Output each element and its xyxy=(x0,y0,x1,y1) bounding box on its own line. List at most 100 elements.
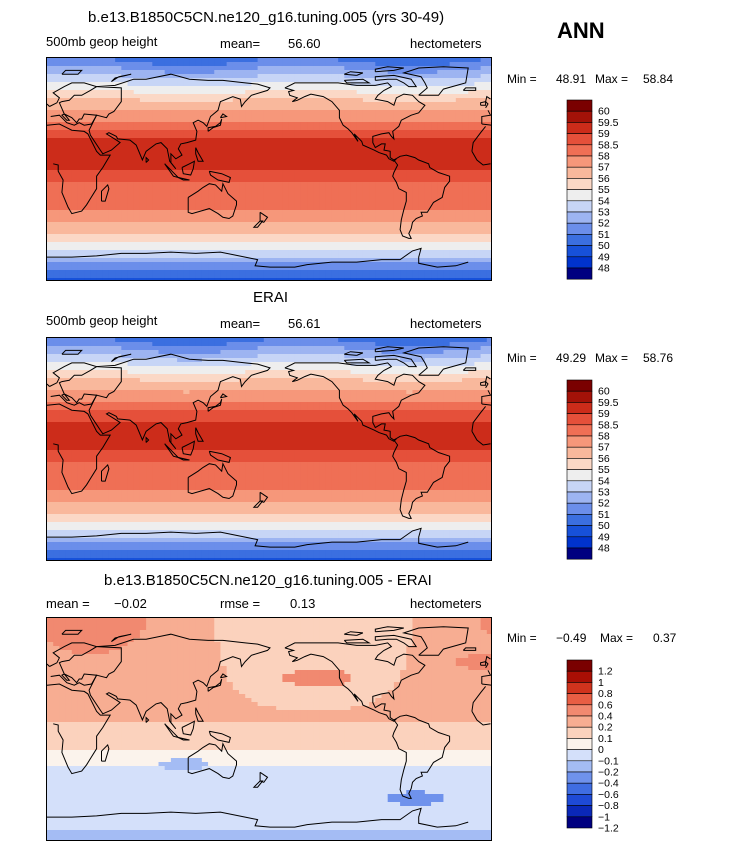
panel1-field-cell xyxy=(276,214,283,219)
panel1-field-cell xyxy=(183,258,190,263)
panel1-field-cell xyxy=(356,102,364,107)
panel2-field-cell xyxy=(71,382,79,387)
panel2-field-cell xyxy=(462,370,469,375)
panel2-field-cell xyxy=(158,374,166,379)
panel1-field-cell xyxy=(288,226,296,231)
panel1-field-cell xyxy=(338,78,345,83)
panel1-field-cell xyxy=(177,206,184,211)
panel1-field-cell xyxy=(183,66,190,71)
panel1-field-cell xyxy=(158,198,166,203)
panel1-field-cell xyxy=(77,186,85,191)
panel2-field-cell xyxy=(90,338,98,343)
panel1-field-cell xyxy=(307,126,314,131)
panel1-field-cell xyxy=(164,130,172,135)
panel2-field-cell xyxy=(356,338,364,343)
panel1-field-cell xyxy=(282,78,290,83)
panel1-field-cell xyxy=(356,234,364,239)
panel1-field-cell xyxy=(96,122,104,127)
panel1-field-cell xyxy=(183,174,190,179)
panel1-field-cell xyxy=(270,118,277,123)
panel1-field-cell xyxy=(270,134,277,139)
panel1-field-cell xyxy=(164,78,172,83)
panel1-field-cell xyxy=(381,170,389,175)
panel1-field-cell xyxy=(270,242,277,247)
panel1-field-cell xyxy=(146,166,153,171)
panel2-field-cell xyxy=(313,366,321,371)
panel1-field-cell xyxy=(251,98,259,103)
panel1-field-cell xyxy=(276,70,283,75)
panel1-field-cell xyxy=(115,114,122,119)
panel2-field-cell xyxy=(331,350,339,355)
panel1-field-cell xyxy=(170,74,178,79)
panel1-field-cell xyxy=(313,102,321,107)
panel1-field-cell xyxy=(393,194,401,199)
panel2-field-cell xyxy=(369,382,376,387)
panel1-field-cell xyxy=(183,218,190,223)
panel1-field-cell xyxy=(139,246,147,251)
panel1-field-cell xyxy=(288,62,296,67)
panel1-field-cell xyxy=(195,58,203,63)
panel1-field-cell xyxy=(400,118,407,123)
panel1-field-cell xyxy=(90,130,98,135)
panel1-field-cell xyxy=(400,238,407,243)
panel1-field-cell xyxy=(158,270,166,275)
panel2-field-cell xyxy=(84,358,91,363)
panel2-field-cell xyxy=(195,374,203,379)
panel1-field-cell xyxy=(294,170,302,175)
panel1-field-cell xyxy=(288,254,296,259)
panel1-field-cell xyxy=(418,74,426,79)
panel1-field-cell xyxy=(226,74,234,79)
panel1-field-cell xyxy=(47,202,54,207)
panel1-field-cell xyxy=(449,214,457,219)
panel2-field-cell xyxy=(431,362,438,367)
panel1-field-cell xyxy=(362,242,370,247)
panel1-field-cell xyxy=(375,58,382,63)
panel1-field-cell xyxy=(387,206,395,211)
panel1-field-cell xyxy=(208,162,215,167)
panel2-field-cell xyxy=(443,382,451,387)
panel1-field-cell xyxy=(462,206,469,211)
panel2-field-cell xyxy=(115,358,122,363)
panel1-field-cell xyxy=(164,114,172,119)
panel1-field-cell xyxy=(449,198,457,203)
panel1-field-cell xyxy=(412,142,420,147)
panel1-field-cell xyxy=(177,190,184,195)
panel1-field-cell xyxy=(133,258,141,263)
panel1-field-cell xyxy=(300,158,308,163)
panel1-field-cell xyxy=(443,206,451,211)
panel1-field-cell xyxy=(400,78,407,83)
panel2-field-cell xyxy=(53,342,60,347)
panel2-field-cell xyxy=(431,354,438,359)
panel1-colorbar-label: 54 xyxy=(598,195,610,207)
panel1-field-cell xyxy=(214,150,221,155)
panel1-field-cell xyxy=(294,218,302,223)
panel1-field-cell xyxy=(288,182,296,187)
panel1-field-cell xyxy=(300,138,308,143)
panel2-field-cell xyxy=(270,358,277,363)
panel1-field-cell xyxy=(393,226,401,231)
panel1-field-cell xyxy=(263,150,271,155)
panel1-field-cell xyxy=(300,214,308,219)
panel1-field-cell xyxy=(208,234,215,239)
panel1-field-cell xyxy=(183,242,190,247)
panel1-field-cell xyxy=(201,70,209,75)
panel1-field-cell xyxy=(356,118,364,123)
panel1-field-cell xyxy=(189,90,197,95)
panel1-field-cell xyxy=(133,186,141,191)
panel2-field-cell xyxy=(350,374,358,379)
panel1-field-cell xyxy=(486,242,491,247)
panel1-field-cell xyxy=(406,106,413,111)
panel1-field-cell xyxy=(121,246,129,251)
panel1-field-cell xyxy=(474,102,482,107)
panel2-field-cell xyxy=(480,354,488,359)
panel1-field-cell xyxy=(133,170,141,175)
panel1-field-cell xyxy=(431,78,438,83)
panel2-field-cell xyxy=(71,342,79,347)
panel1-field-cell xyxy=(65,110,73,115)
panel1-field-cell xyxy=(108,246,116,251)
panel1-field-cell xyxy=(462,62,469,67)
panel1-field-cell xyxy=(338,222,345,227)
panel1-field-cell xyxy=(288,210,296,215)
panel1-field-cell xyxy=(307,134,314,139)
panel1-field-cell xyxy=(362,270,370,275)
